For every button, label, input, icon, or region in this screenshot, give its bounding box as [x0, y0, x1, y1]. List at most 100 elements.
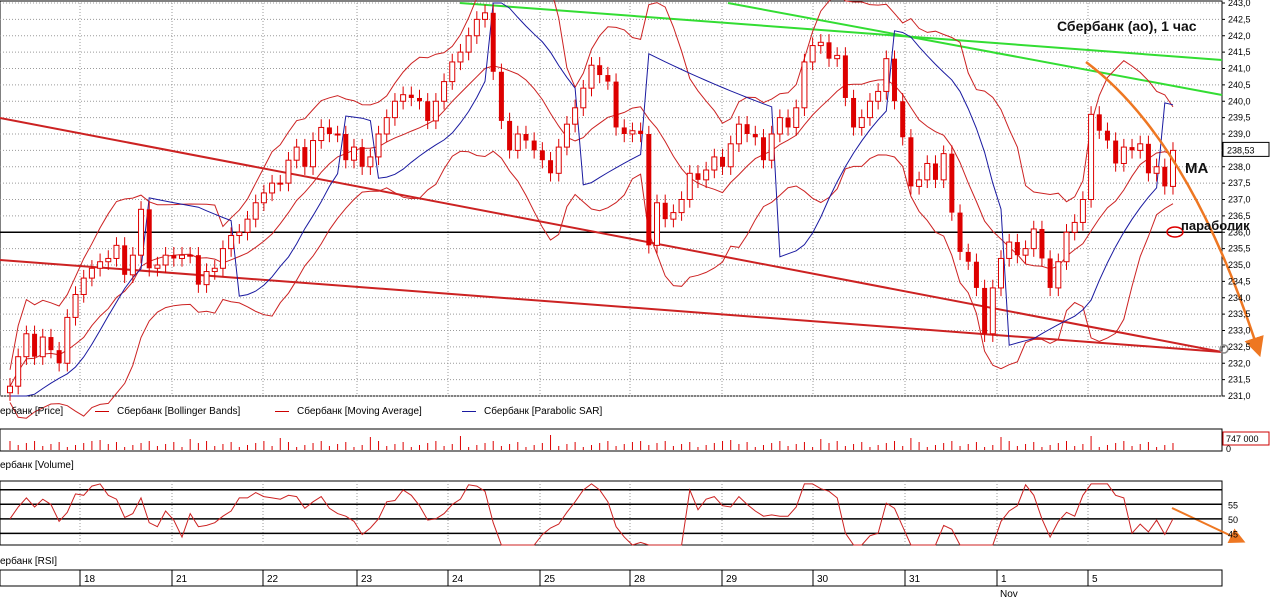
- candle: [908, 129, 914, 195]
- candle-body-up: [940, 153, 947, 181]
- bollinger-bands: [9, 0, 1174, 419]
- candle-body-up: [449, 61, 456, 83]
- candle-body-up: [277, 182, 284, 185]
- candle-body-down: [613, 81, 619, 128]
- candle-body-down: [720, 156, 726, 167]
- candle-body-down: [982, 287, 988, 334]
- candle-body-up: [187, 254, 194, 257]
- candle-body-up: [514, 133, 521, 151]
- candle-body-up: [211, 267, 218, 273]
- candle: [113, 237, 120, 267]
- candle: [711, 148, 718, 179]
- candle: [916, 171, 923, 195]
- y-tick-label: 235,5: [1228, 244, 1251, 254]
- candle: [146, 201, 152, 277]
- candle: [940, 145, 947, 189]
- date-axis: 18 21 22 23 24 25 28 29 30 31 1 5 Nov: [79, 570, 1098, 600]
- candle: [195, 246, 201, 293]
- candle-body-up: [1063, 231, 1070, 263]
- candle: [817, 34, 824, 54]
- candle: [703, 161, 710, 189]
- rsi-panel: 55 50 45: [0, 483, 1238, 546]
- candle: [924, 155, 931, 189]
- y-tick-label: 235,0: [1228, 260, 1251, 270]
- candle-body-up: [1022, 248, 1029, 256]
- candle: [97, 253, 104, 277]
- candle-body-up: [875, 90, 882, 102]
- volume-zero-label: 0: [1226, 444, 1231, 454]
- parabolic-circle: [1166, 226, 1184, 238]
- candle-body-down: [842, 55, 848, 98]
- candle: [662, 194, 668, 228]
- candle-body-down: [605, 75, 611, 82]
- candle-body-down: [417, 97, 422, 102]
- candle-body-down: [171, 255, 177, 259]
- candle: [293, 138, 300, 169]
- candle-body-up: [1079, 199, 1086, 223]
- candle: [875, 83, 882, 110]
- candle-body-up: [7, 385, 13, 394]
- date-label: 30: [817, 574, 829, 585]
- candle-body-down: [490, 12, 496, 72]
- date-label: 24: [452, 574, 464, 585]
- candle-body-down: [744, 124, 750, 134]
- candle: [997, 250, 1004, 297]
- candle: [678, 191, 685, 221]
- candle: [432, 93, 439, 130]
- candle: [32, 325, 38, 365]
- date-label: 21: [176, 574, 188, 585]
- candle-body-up: [1137, 143, 1144, 151]
- candle-body-down: [908, 137, 914, 187]
- candle: [785, 109, 791, 136]
- date-label: 1: [1001, 574, 1007, 585]
- candle: [1162, 158, 1168, 195]
- candle-body-down: [1039, 228, 1045, 259]
- candle-body-down: [695, 173, 701, 180]
- candle: [1047, 250, 1053, 297]
- candle: [531, 132, 537, 159]
- candle-body-up: [793, 107, 800, 128]
- candle-body-up: [1169, 149, 1176, 187]
- candle-body-up: [383, 117, 390, 135]
- rsi-label: ербанк [RSI]: [0, 556, 58, 567]
- candle: [375, 125, 382, 166]
- candle-body-up: [572, 107, 579, 125]
- candle-body-up: [432, 100, 439, 122]
- candle: [277, 174, 284, 192]
- candle: [359, 138, 365, 175]
- price-grid: [0, 0, 1223, 587]
- legend-ma: Сбербанк [Moving Average]: [275, 406, 422, 417]
- candle: [1153, 158, 1160, 182]
- price-frame: [0, 0, 1223, 397]
- candle-body-up: [252, 202, 259, 220]
- candle-body-down: [56, 350, 62, 364]
- volume-frame: [0, 428, 1223, 452]
- forecast-arrow: [1085, 61, 1264, 358]
- candle: [465, 27, 472, 61]
- candle-body-down: [1162, 166, 1168, 187]
- y-tick-label: 242,5: [1228, 14, 1251, 24]
- candle-body-up: [88, 267, 95, 279]
- candle-body-up: [260, 192, 267, 204]
- candle-body-down: [638, 130, 644, 134]
- candle-body-down: [498, 71, 504, 121]
- candle: [1120, 138, 1127, 172]
- candle-body-down: [1113, 140, 1119, 164]
- candle: [629, 122, 636, 143]
- candle-body-up: [23, 333, 30, 358]
- candle: [105, 250, 112, 270]
- candle-body-down: [343, 134, 349, 161]
- rsi-line: [9, 483, 1174, 546]
- legend-price: ербанк [Price]: [0, 406, 64, 417]
- candle-body-up: [776, 117, 783, 135]
- candle: [572, 99, 579, 133]
- candle: [211, 260, 218, 280]
- candle-body-up: [654, 202, 661, 246]
- candle-body-up: [154, 264, 161, 269]
- date-label: 28: [634, 574, 646, 585]
- candle: [1055, 253, 1062, 297]
- candle: [391, 93, 398, 126]
- candle-body-down: [752, 134, 758, 138]
- bollinger-lower: [9, 150, 1174, 419]
